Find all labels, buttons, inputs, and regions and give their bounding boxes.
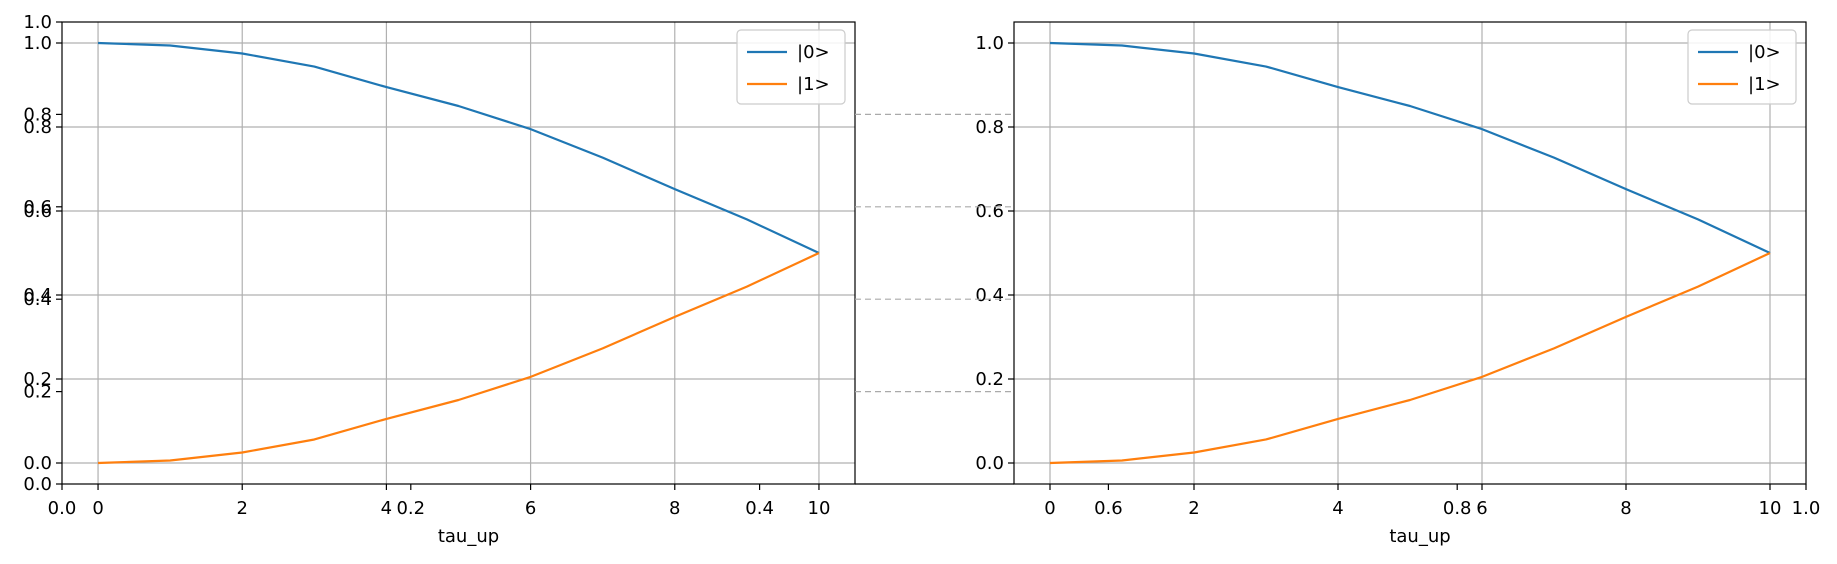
inset-ticks-panel-2: 0.6 0.8 xyxy=(1094,484,1472,519)
inset-x-tick-label: 0.6 xyxy=(1094,498,1123,519)
y-tick-label: 0.0 xyxy=(975,453,1004,474)
x-tick-label: 0 xyxy=(92,498,103,519)
x-tick-label: 4 xyxy=(1332,498,1343,519)
overlay-axes: 0.0 1.0 0.0 1.0 xyxy=(23,12,1820,519)
x-tick-label: 2 xyxy=(237,498,248,519)
y-tick-label: 0.6 xyxy=(23,201,52,222)
x-axis-label: tau_up xyxy=(1389,526,1450,547)
x-tick-label: 2 xyxy=(1188,498,1199,519)
x-tick-label: 10 xyxy=(808,498,831,519)
overlay-x-tick-label: 1.0 xyxy=(1792,498,1821,519)
overlay-y-tick-label: 1.0 xyxy=(23,12,52,33)
legend-frame xyxy=(1687,29,1797,105)
y-tick-label: 0.6 xyxy=(975,201,1004,222)
inset-y-tick-label: 0.8 xyxy=(23,104,52,125)
y-tick-label: 0.2 xyxy=(975,369,1004,390)
overlay-x-tick-label: 0.0 xyxy=(48,498,77,519)
series-line xyxy=(98,41,820,254)
y-tick-label: 0.0 xyxy=(23,453,52,474)
x-tick-label: 6 xyxy=(1476,498,1487,519)
legend-entry: |1> xyxy=(797,74,830,95)
y-tick-label: 0.4 xyxy=(975,285,1004,306)
series-line xyxy=(98,252,820,465)
legend-entry: |1> xyxy=(1748,74,1781,95)
inset-y-tick-label: 0.2 xyxy=(23,382,52,403)
x-tick-label: 4 xyxy=(381,498,392,519)
panel-2: 0 2 4 6 8 10 0.0 0.2 0.4 0.6 0.8 1.0 tau_up |0> |1> xyxy=(975,21,1807,547)
legend: |0> |1> xyxy=(1687,29,1797,105)
y-tick-label: 1.0 xyxy=(23,33,52,54)
panel-1: 0 2 4 6 8 10 0.0 0.2 0.4 0.6 0.8 1.0 tau_up |0> |1> xyxy=(23,21,856,547)
inset-ticks-panel-1: 0.2 0.4 0.2 0.4 0.6 0.8 xyxy=(23,104,774,519)
inset-x-tick-label: 0.8 xyxy=(1443,498,1472,519)
inset-y-tick-label: 0.4 xyxy=(23,289,52,310)
x-tick-label: 8 xyxy=(669,498,680,519)
y-tick-label: 0.4 xyxy=(23,285,52,306)
legend: |0> |1> xyxy=(736,29,846,105)
inset-x-tick-label: 0.4 xyxy=(745,498,774,519)
overlay-y-tick-label: 0.0 xyxy=(23,474,52,495)
series-line xyxy=(1049,252,1771,465)
y-tick-label: 0.2 xyxy=(23,369,52,390)
y-tick-label: 1.0 xyxy=(975,33,1004,54)
inset-x-tick-label: 0.2 xyxy=(396,498,425,519)
y-tick-label: 0.8 xyxy=(23,117,52,138)
legend-entry: |0> xyxy=(1748,42,1781,63)
x-tick-label: 6 xyxy=(525,498,536,519)
inset-y-tick-label: 0.6 xyxy=(23,197,52,218)
axes-frame xyxy=(61,21,856,485)
x-axis-label: tau_up xyxy=(438,526,499,547)
y-tick-label: 0.8 xyxy=(975,117,1004,138)
x-tick-label: 0 xyxy=(1044,498,1055,519)
x-tick-label: 10 xyxy=(1759,498,1782,519)
series-line xyxy=(1049,41,1771,254)
inset-connector-area xyxy=(855,113,1014,485)
legend-entry: |0> xyxy=(797,42,830,63)
legend-frame xyxy=(736,29,846,105)
x-tick-label: 8 xyxy=(1620,498,1631,519)
axes-frame xyxy=(1013,21,1807,485)
